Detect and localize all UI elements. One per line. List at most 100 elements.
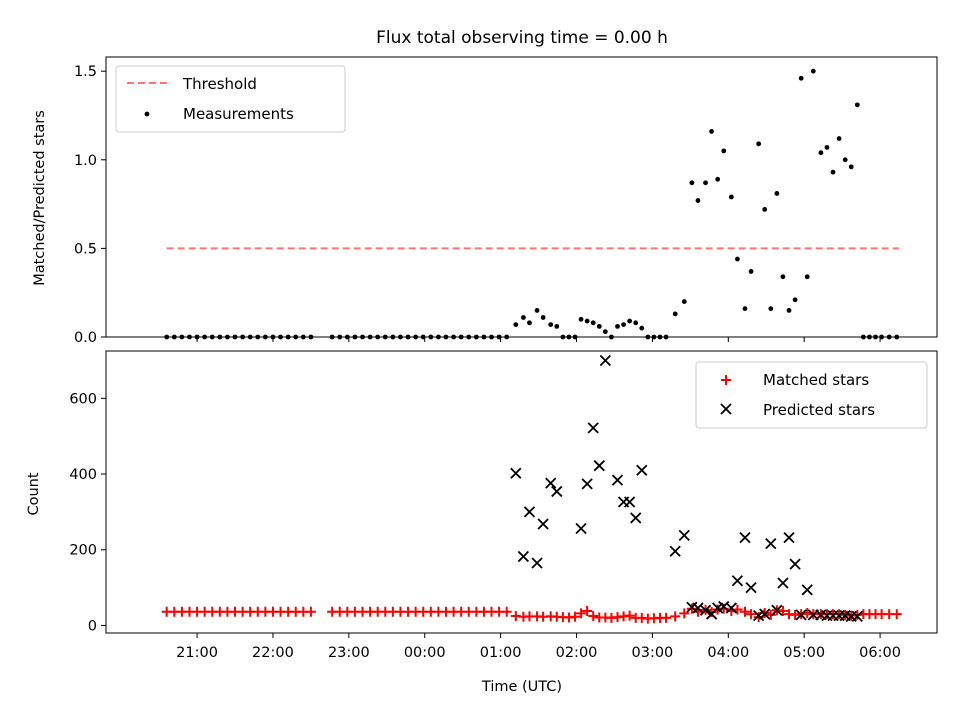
matched-star-point [624, 610, 635, 621]
measurement-point [548, 322, 554, 327]
matched-star-point [891, 609, 902, 620]
measurement-point [615, 323, 620, 329]
legend-threshold-label: Threshold [182, 75, 257, 93]
legend-matched-label: Matched stars [763, 371, 869, 389]
predicted-star-point [759, 608, 771, 620]
measurement-point [596, 323, 602, 329]
measurement-point [584, 318, 590, 324]
x-tick-label: 02:00 [556, 645, 598, 661]
matched-star-point [686, 603, 697, 614]
measurement-point [836, 136, 842, 141]
measurement-point [602, 329, 608, 335]
measurement-point [798, 75, 804, 81]
bottom-panel: Count Time (UTC) 0 200 400 600 21:00 22:00 23:… [26, 350, 938, 695]
measurement-point [590, 320, 596, 326]
x-tick-label: 05:00 [783, 645, 825, 661]
predicted-star-point [510, 467, 522, 479]
predicted-star-point [725, 602, 737, 614]
measurement-point [762, 207, 768, 212]
measurement-point [703, 180, 708, 186]
matched-star-point [501, 606, 512, 617]
x-tick-label: 23:00 [328, 645, 370, 661]
measurement-point [578, 316, 584, 322]
matched-star-point [582, 606, 593, 617]
matched-star-point [777, 606, 788, 617]
predicted-star-point [523, 506, 536, 518]
predicted-star-point [531, 557, 543, 569]
top-y-tick-label: 1.5 [74, 64, 97, 80]
matched-star-point [661, 612, 672, 623]
measurement-point [513, 322, 519, 327]
predicted-star-point [699, 604, 712, 616]
matched-star-point [576, 608, 587, 619]
predicted-star-point [851, 610, 863, 622]
legend-measurements-label: Measurements [183, 105, 294, 123]
measurement-point [756, 141, 762, 147]
bottom-plot-area [161, 354, 902, 624]
x-axis-label: Time (UTC) [481, 679, 562, 695]
predicted-star-point [611, 474, 624, 486]
measurement-point [672, 311, 678, 317]
predicted-star-point [537, 518, 549, 530]
legend-measurements-swatch [144, 111, 150, 117]
top-y-tick-label: 0.0 [74, 330, 97, 346]
top-y-tick-label: 0.5 [74, 241, 97, 257]
chart-title: Flux total observing time = 0.00 h [376, 28, 668, 48]
measurement-point [842, 157, 848, 163]
x-tick-label: 03:00 [632, 645, 674, 661]
measurement-point [721, 148, 727, 154]
predicted-star-point [636, 464, 648, 476]
predicted-star-point [551, 485, 563, 498]
top-legend: Threshold Measurements [115, 65, 346, 133]
matched-star-point [670, 611, 681, 622]
measurement-point [695, 198, 701, 203]
predicted-star-point [669, 545, 681, 557]
measurement-point [709, 129, 715, 134]
predicted-star-point [517, 550, 530, 563]
bottom-y-tick-label: 400 [69, 467, 97, 483]
x-tick-label: 21:00 [176, 645, 218, 661]
legend-matched-swatch [721, 375, 731, 385]
predicted-star-point [745, 581, 757, 594]
predicted-star-point [624, 496, 636, 508]
measurement-point [639, 325, 645, 331]
predicted-star-point [678, 529, 690, 541]
legend-predicted-swatch [720, 403, 732, 415]
predicted-star-point [771, 604, 783, 616]
predicted-star-point [587, 422, 599, 434]
predicted-star-point [777, 577, 789, 589]
measurement-point [633, 320, 639, 326]
measurement-point [742, 306, 748, 312]
x-tick-label: 00:00 [404, 645, 446, 661]
x-tick-label: 01:00 [480, 645, 522, 661]
predicted-star-point [789, 558, 801, 570]
measurement-point [681, 299, 687, 304]
predicted-star-point [765, 538, 777, 550]
measurement-point [780, 274, 786, 280]
bottom-axes: 0 200 400 600 21:00 22:00 23:00 00:00 01:00 02:00… [69, 350, 938, 661]
bottom-y-tick-label: 600 [69, 391, 97, 407]
measurement-point [786, 308, 792, 313]
measurement-point [792, 297, 798, 303]
matched-star-point [570, 611, 581, 622]
predicted-star-point [581, 478, 593, 490]
matched-star-point [588, 610, 599, 621]
measurement-point [627, 318, 633, 324]
bottom-y-tick-label: 200 [69, 543, 97, 559]
top-legend-box [115, 65, 346, 133]
measurement-point [810, 68, 816, 74]
bottom-y-tick-label: 0 [88, 618, 97, 634]
predicted-star-point [692, 602, 704, 614]
measurement-point [804, 274, 810, 280]
measurement-point [830, 169, 836, 175]
predicted-star-point [795, 609, 807, 621]
predicted-star-point [783, 531, 795, 544]
measurement-point [621, 322, 626, 327]
x-tick-label: 22:00 [252, 645, 294, 661]
measurement-point [848, 164, 854, 170]
top-panel: Flux total observing time = 0.00 h Match… [32, 28, 938, 346]
bottom-legend: Matched stars Predicted stars [695, 361, 928, 429]
measurement-point [715, 176, 721, 182]
matched-star-point [746, 609, 757, 620]
